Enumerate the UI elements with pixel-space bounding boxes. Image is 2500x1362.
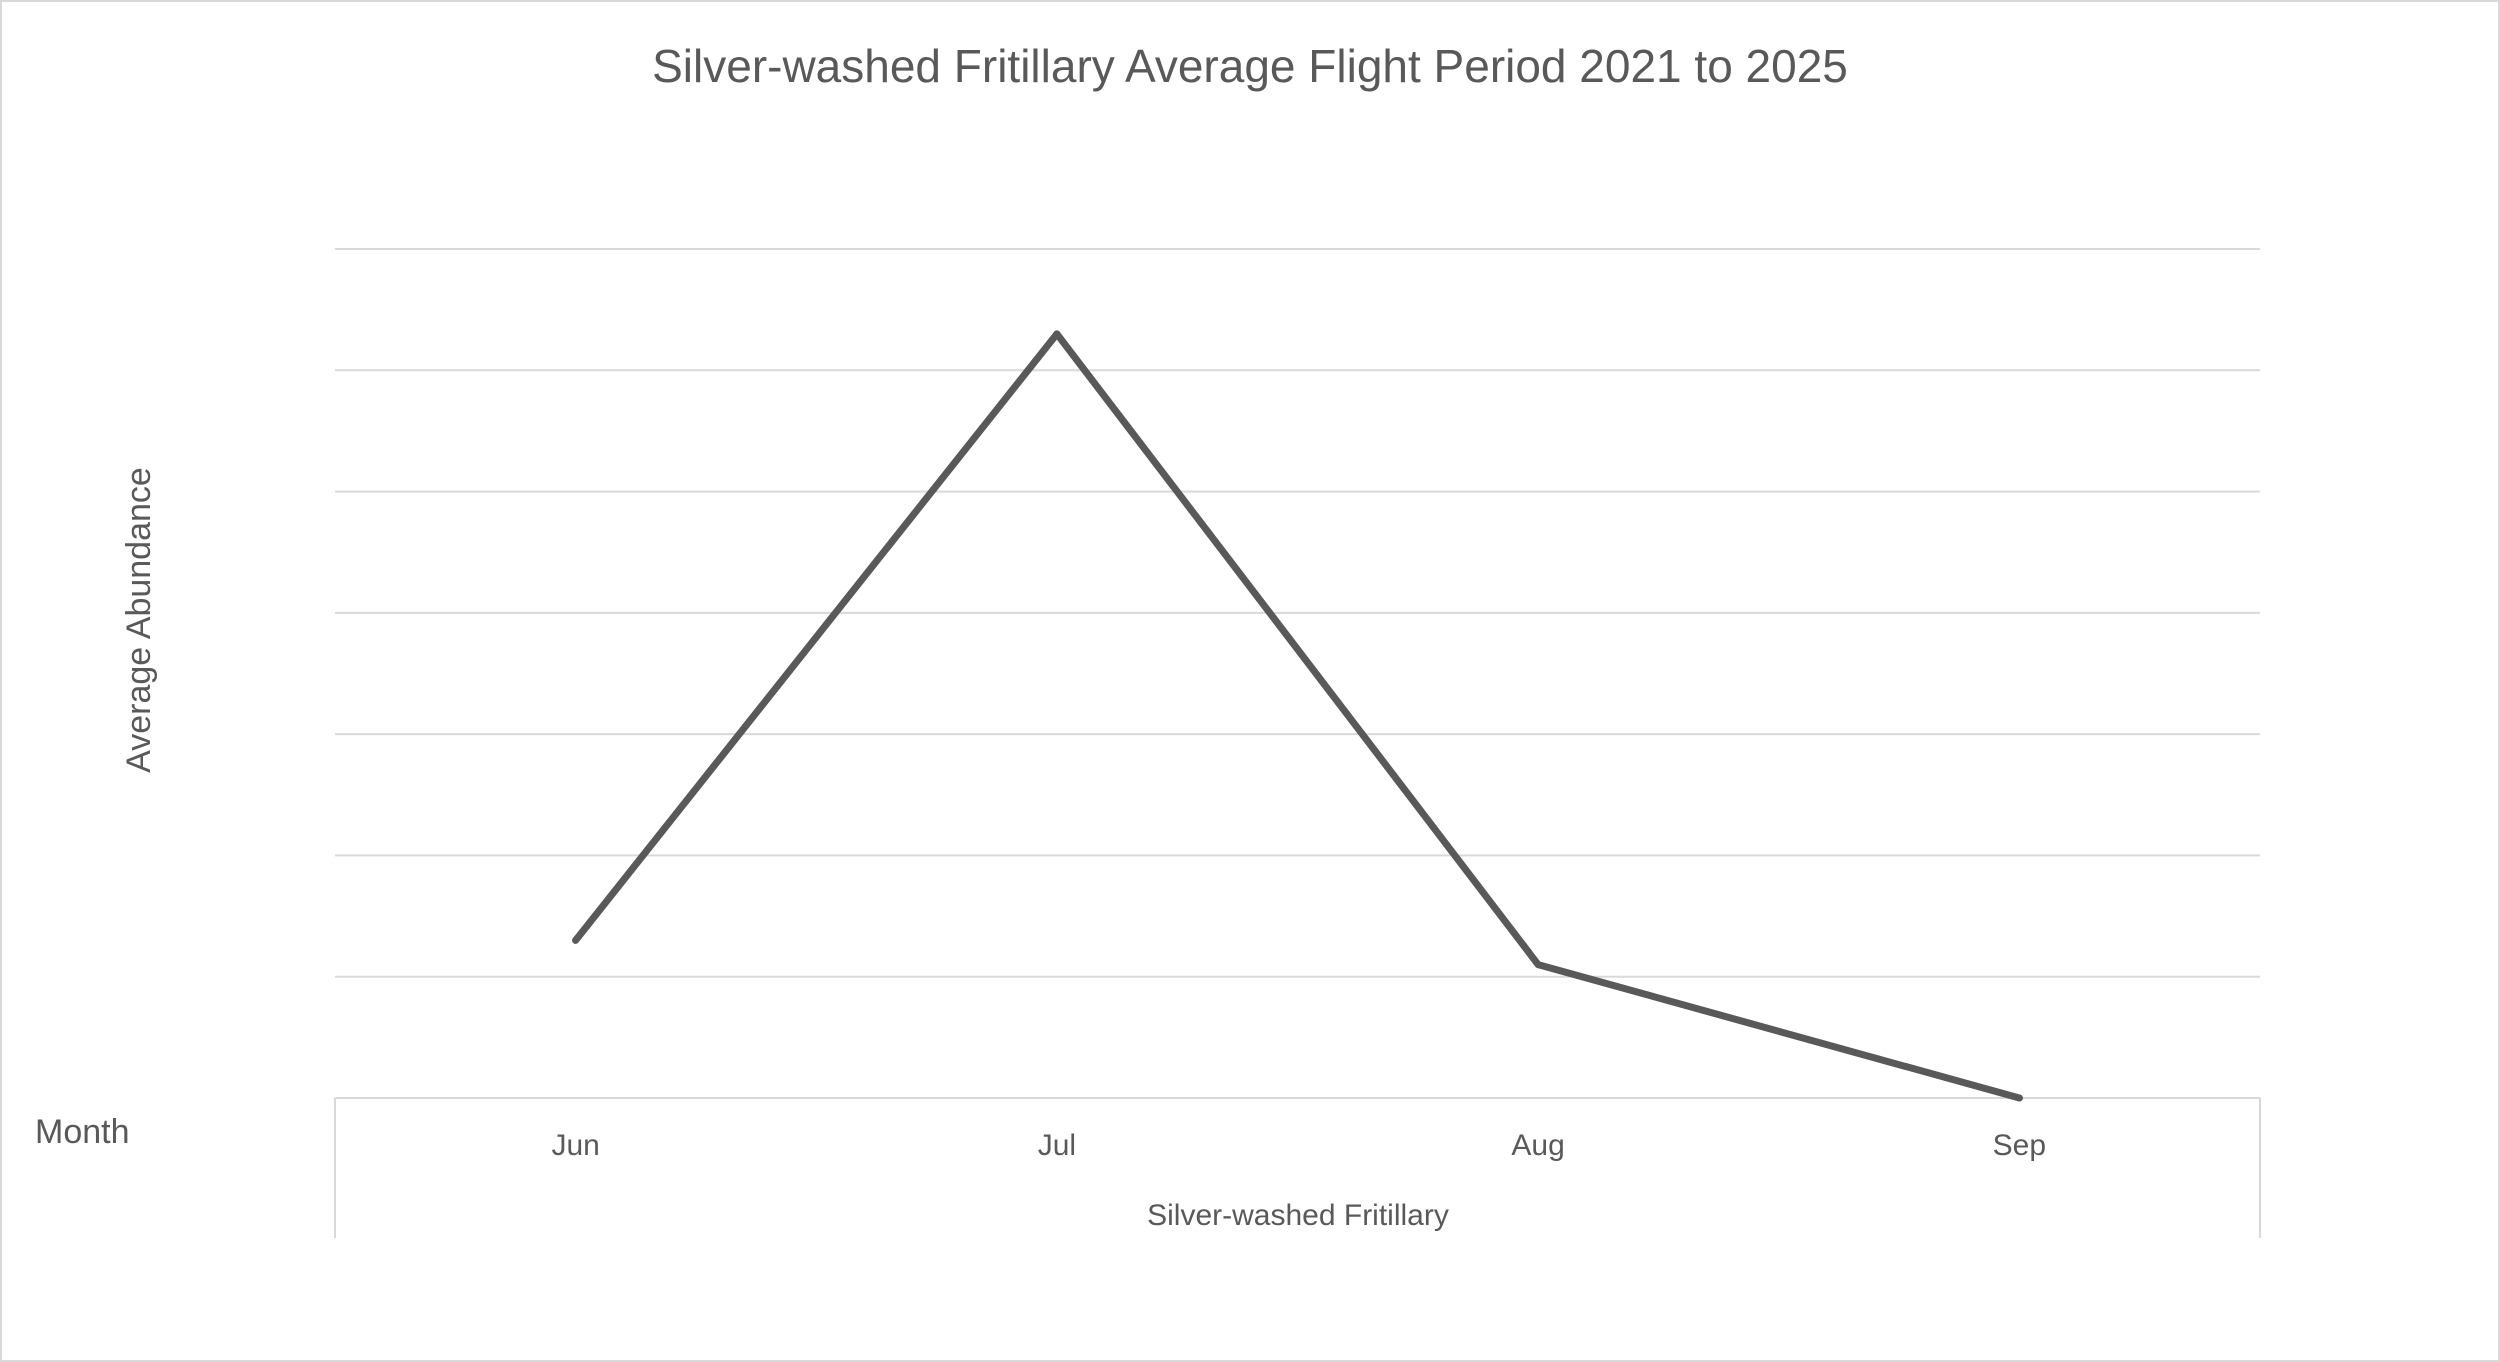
x-tick-label-jun: Jun <box>551 1129 599 1162</box>
x-axis-title: Silver-washed Fritillary <box>1147 1199 1449 1232</box>
series-plot <box>572 330 2023 1102</box>
x-axis <box>334 1097 2261 1238</box>
y-axis-title: Average Abundance <box>120 467 158 773</box>
data-point-jun <box>572 936 580 944</box>
x-tick-labels: Jun Jul Aug Sep <box>551 1129 2046 1162</box>
gridlines <box>335 248 2260 978</box>
data-point-aug <box>1534 961 1542 969</box>
x-tick-label-sep: Sep <box>1993 1129 2046 1162</box>
month-field-button[interactable]: Month <box>35 1113 130 1151</box>
x-tick-label-jul: Jul <box>1038 1129 1076 1162</box>
series-line <box>572 330 2023 1102</box>
data-point-sep <box>2015 1094 2023 1102</box>
data-point-jul <box>1053 330 1061 338</box>
chart-title: Silver-washed Fritillary Average Flight … <box>652 40 1848 92</box>
x-tick-label-aug: Aug <box>1511 1129 1564 1162</box>
